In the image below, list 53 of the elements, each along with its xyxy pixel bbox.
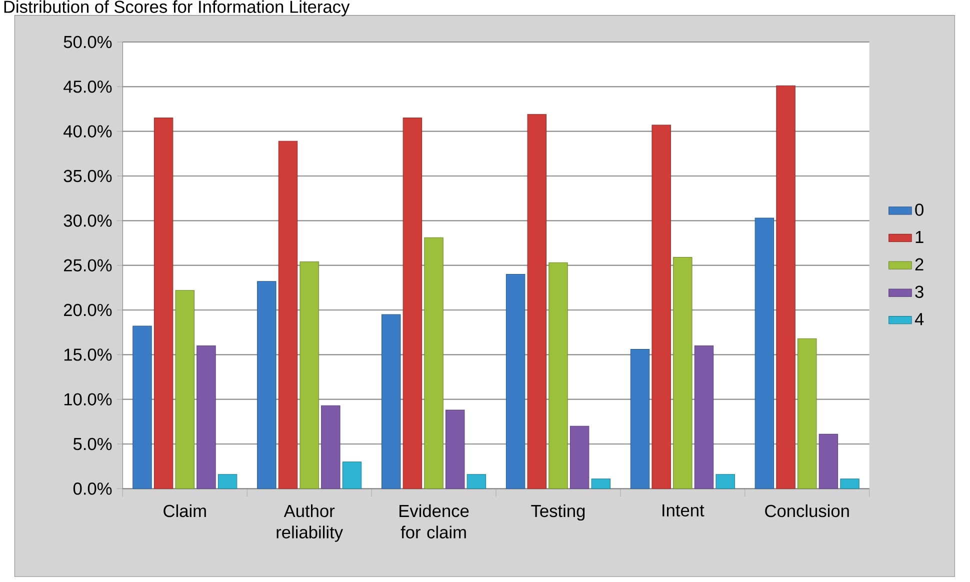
bar — [382, 314, 401, 489]
bar — [402, 118, 422, 489]
x-tick-label: Author reliability — [276, 504, 343, 542]
bar — [424, 237, 444, 489]
x-tick-label: Testing — [531, 504, 585, 521]
legend-label: 0 — [915, 204, 924, 216]
bar — [694, 345, 714, 489]
bar — [527, 114, 546, 489]
bar — [630, 349, 650, 489]
y-tick-label: 5.0% — [73, 438, 112, 450]
bar — [548, 262, 568, 489]
bar — [175, 290, 194, 489]
bar — [321, 405, 340, 489]
legend-label: 4 — [914, 313, 924, 326]
y-tick-label: 30.0% — [64, 214, 112, 227]
bar — [278, 140, 298, 489]
x-tick-label: Intent — [662, 504, 704, 516]
y-tick-label: 45.0% — [64, 80, 112, 93]
bar — [716, 474, 735, 489]
bar — [132, 326, 152, 489]
x-tick-label: Evidence for claim — [400, 504, 469, 538]
y-tick-label: 25.0% — [64, 259, 112, 272]
bar — [506, 274, 526, 489]
bar — [818, 434, 838, 489]
bar — [754, 218, 774, 489]
y-tick-label: 50.0% — [64, 36, 112, 48]
bar — [218, 474, 238, 489]
bar — [257, 281, 276, 489]
bar — [300, 261, 319, 489]
bar — [840, 478, 860, 489]
legend-label: 1 — [916, 231, 924, 243]
y-tick-label: 10.0% — [64, 393, 112, 406]
x-tick-label: Conclusion — [765, 504, 849, 518]
bar — [652, 124, 671, 489]
bar — [798, 338, 817, 489]
x-tick-label: Claim — [164, 504, 206, 518]
legend-label: 3 — [915, 286, 924, 298]
y-tick-label: 35.0% — [64, 170, 112, 182]
y-tick-label: 0.0% — [73, 482, 112, 495]
bar — [154, 118, 174, 489]
bar — [776, 86, 796, 489]
y-tick-label: 15.0% — [64, 348, 112, 361]
chart-title: Distribution of Scores for Information Literacy — [4, 0, 350, 16]
bar — [570, 426, 590, 489]
bar — [196, 345, 216, 489]
bar — [591, 478, 610, 489]
bar — [673, 257, 692, 489]
y-tick-label: 20.0% — [64, 304, 112, 316]
bar — [446, 410, 465, 489]
bar — [466, 474, 486, 489]
y-tick-label: 40.0% — [64, 125, 112, 138]
legend-label: 2 — [915, 258, 924, 270]
bar — [342, 462, 362, 489]
